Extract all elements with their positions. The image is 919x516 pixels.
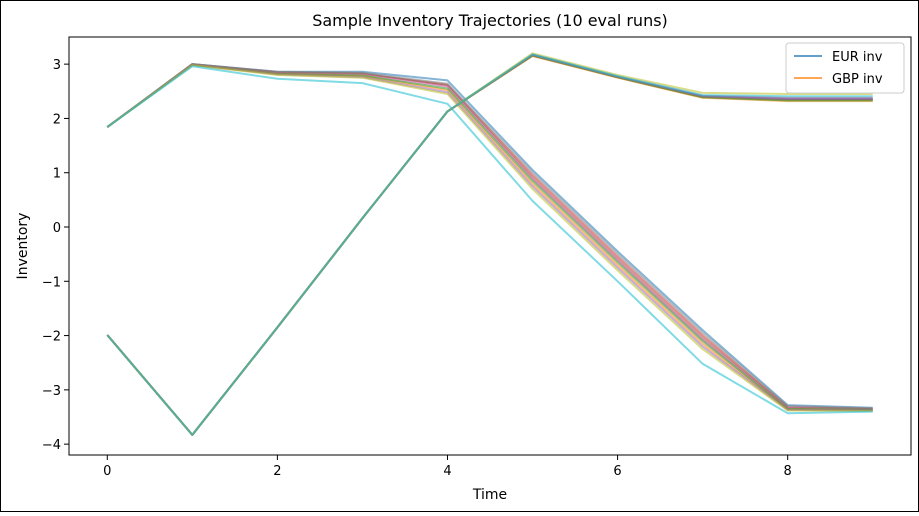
y-tick-label: −1	[42, 275, 61, 290]
chart-title: Sample Inventory Trajectories (10 eval r…	[312, 11, 668, 30]
x-tick-label: 0	[103, 464, 111, 479]
y-axis: −4 −3 −2 −1 0 1 2 3	[42, 58, 69, 453]
y-axis-label: Inventory	[15, 213, 31, 280]
x-tick-label: 4	[443, 464, 451, 479]
legend-label-gbp: GBP inv	[832, 72, 883, 87]
y-tick-label: 2	[53, 112, 61, 127]
y-tick-label: 1	[53, 167, 61, 182]
y-tick-label: −3	[42, 384, 61, 399]
plot-area-border	[68, 36, 912, 456]
series-layer	[106, 52, 873, 436]
legend-label-eur: EUR inv	[832, 50, 883, 65]
x-tick-label: 6	[613, 464, 621, 479]
y-tick-label: −4	[42, 438, 61, 453]
x-tick-label: 8	[784, 464, 792, 479]
series-line-eur-10	[106, 65, 873, 415]
series-line-eur-9	[106, 64, 873, 412]
legend: EUR inv GBP inv	[785, 42, 905, 94]
series-line-eur-5	[106, 63, 873, 410]
x-axis-label: Time	[472, 487, 507, 503]
series-line-gbp-10	[106, 53, 873, 436]
x-axis: 0 2 4 6 8	[103, 455, 792, 479]
x-tick-label: 2	[273, 464, 281, 479]
y-tick-label: 0	[53, 221, 61, 236]
y-tick-label: 3	[53, 58, 61, 73]
y-tick-label: −2	[42, 330, 61, 345]
